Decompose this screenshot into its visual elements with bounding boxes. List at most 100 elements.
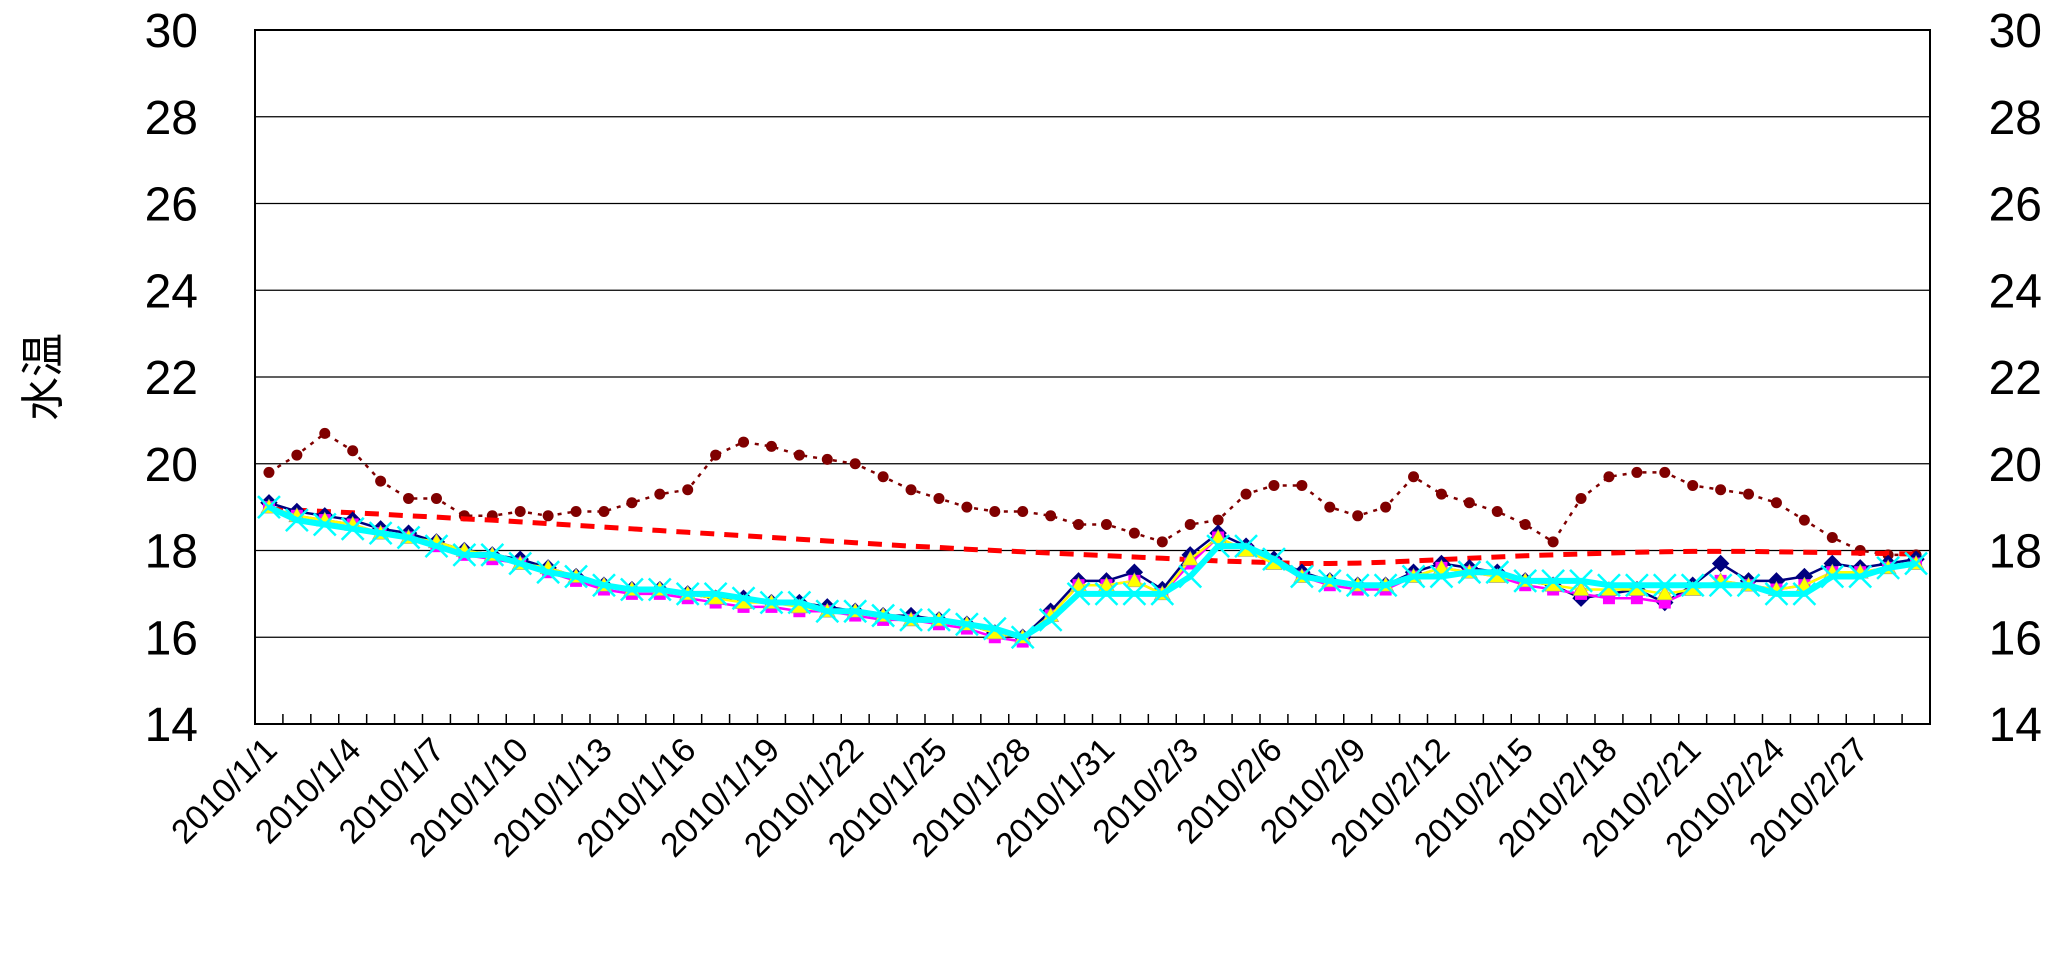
data-point-x-stroke (954, 612, 979, 637)
data-point-x-stroke (1708, 573, 1733, 598)
data-point-x-stroke (1457, 560, 1482, 585)
data-point-circle (765, 440, 777, 452)
data-point-x-stroke (815, 599, 840, 624)
data-point-x (1708, 573, 1733, 598)
data-point-x (1848, 564, 1873, 589)
data-point-x (843, 599, 868, 624)
data-point-x-stroke (1345, 573, 1370, 598)
series-line (268, 432, 1917, 557)
data-point-circle (1715, 484, 1727, 496)
data-point-circle (905, 484, 917, 496)
data-point-diamond (1711, 554, 1730, 573)
data-point-x (759, 590, 784, 615)
data-point-x (675, 581, 700, 606)
data-point-x (1569, 568, 1593, 593)
gridlines (255, 116, 1930, 638)
y-tick-label-right: 28 (1989, 92, 2042, 145)
data-point-x (396, 525, 421, 550)
data-point-circle (682, 484, 694, 496)
data-point-x-stroke (1150, 581, 1175, 606)
y-tick-label-right: 26 (1989, 179, 2042, 232)
data-point-circle (1128, 527, 1140, 539)
data-point-x-stroke (927, 608, 951, 632)
data-point-x (787, 590, 812, 615)
y-tick-label-right: 24 (1989, 265, 2042, 318)
data-point-circle (1296, 479, 1308, 491)
data-point-x (564, 564, 588, 589)
data-point-circle (1687, 479, 1699, 491)
data-point-circle (654, 488, 666, 500)
data-point-x-stroke (1792, 581, 1817, 606)
data-point-x (1262, 547, 1286, 572)
data-point-x-stroke (480, 542, 505, 567)
data-point-x-stroke (340, 516, 365, 541)
data-point-x-stroke (1122, 581, 1147, 606)
data-point-x-stroke (1429, 564, 1454, 589)
data-point-x-stroke (1234, 534, 1258, 559)
data-point-x (1624, 573, 1649, 598)
data-point-circle (1352, 510, 1364, 522)
data-point-x (1541, 568, 1566, 593)
data-point-x (927, 608, 951, 632)
data-point-x (1373, 573, 1398, 598)
data-point-x-stroke (1848, 564, 1873, 589)
data-point-x (1345, 573, 1370, 598)
data-point-circle (1184, 518, 1196, 530)
data-point-x (1457, 560, 1482, 585)
data-point-circle (1575, 492, 1587, 504)
data-point-circle (1631, 466, 1643, 478)
series-4 (257, 495, 1928, 650)
data-point-x-stroke (312, 512, 337, 537)
data-point-x-stroke (731, 586, 756, 611)
y-tick-label-right: 30 (1989, 5, 2042, 58)
data-point-x (1736, 573, 1761, 598)
y-tick-label-right: 18 (1989, 526, 2042, 579)
data-point-circle (710, 449, 722, 461)
data-point-circle (430, 492, 442, 504)
y-axis-label: 水温 (18, 333, 69, 421)
x-axis-tick-marks (254, 714, 1931, 724)
data-point-x (1289, 564, 1314, 589)
data-point-x-stroke (1010, 625, 1035, 650)
data-point-x (982, 616, 1007, 641)
data-point-circle (821, 453, 833, 465)
y-tick-label-left: 24 (145, 265, 198, 318)
data-point-x-stroke (1178, 564, 1203, 589)
data-point-x (452, 542, 477, 567)
y-tick-label-left: 22 (145, 352, 198, 405)
data-point-x-stroke (508, 551, 533, 576)
data-point-x-stroke (1764, 581, 1789, 606)
y-tick-label-right: 20 (1989, 439, 2042, 492)
y-tick-label-left: 26 (145, 179, 198, 232)
data-point-x (1066, 581, 1091, 606)
data-point-circle (793, 449, 805, 461)
data-point-circle (263, 466, 275, 478)
data-point-x-stroke (396, 525, 421, 550)
data-point-x-stroke (982, 616, 1007, 641)
data-point-circle (347, 445, 359, 457)
data-point-triangle (1125, 572, 1143, 588)
data-point-circle (626, 497, 638, 509)
data-point-x-stroke (1680, 573, 1705, 598)
data-point-circle (1212, 514, 1224, 526)
data-point-x-stroke (1262, 547, 1286, 572)
data-point-x-stroke (1038, 608, 1063, 632)
data-point-x (480, 542, 505, 567)
data-point-x (340, 516, 365, 541)
series-6 (268, 506, 1917, 567)
data-point-x-stroke (368, 521, 393, 546)
data-point-x (1792, 581, 1817, 606)
data-point-x-stroke (871, 603, 896, 628)
data-point-circle (1491, 505, 1503, 517)
data-point-x-stroke (1876, 555, 1901, 580)
data-point-x-stroke (1597, 573, 1621, 598)
data-point-circle (319, 427, 331, 439)
data-point-circle (598, 505, 610, 517)
data-point-x (619, 577, 644, 602)
data-point-x-stroke (1289, 564, 1314, 589)
data-point-circle (570, 505, 582, 517)
y-tick-label-right: 16 (1989, 612, 2042, 665)
data-point-circle (1770, 497, 1782, 509)
data-point-x-stroke (1652, 573, 1677, 598)
data-point-triangle (1572, 580, 1590, 596)
